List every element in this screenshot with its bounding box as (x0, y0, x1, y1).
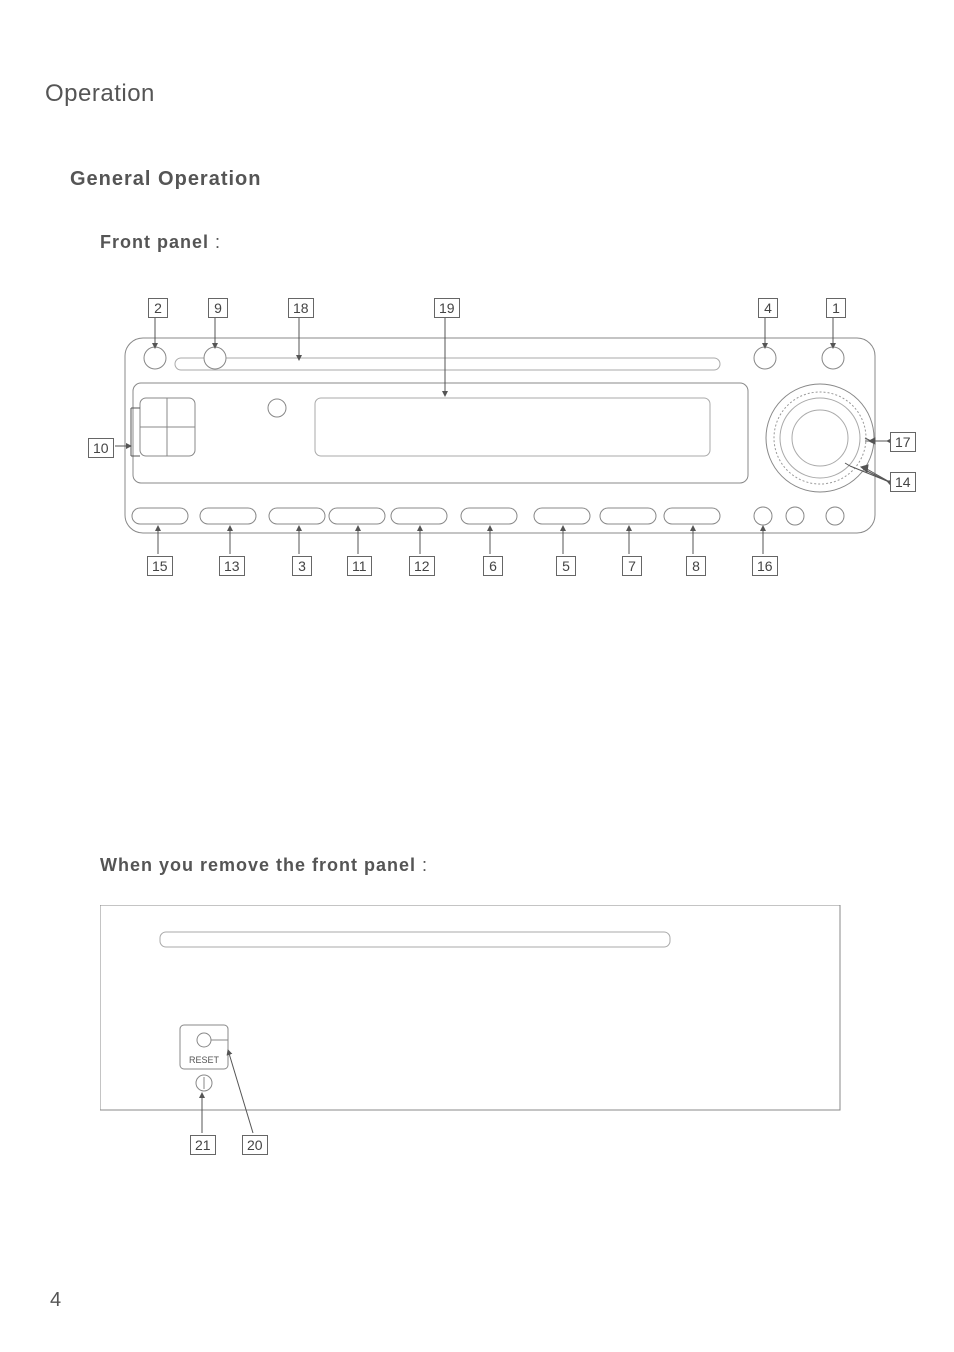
callout-15: 15 (147, 556, 173, 576)
callout-8: 8 (686, 556, 706, 576)
subsection-remove-panel: When you remove the front panel : (100, 855, 428, 876)
front-panel-diagram: 2 9 18 19 4 1 10 17 14 15 13 3 11 12 6 5… (45, 298, 905, 598)
callout-20: 20 (242, 1135, 268, 1155)
callout-9: 9 (208, 298, 228, 318)
callout-18: 18 (288, 298, 314, 318)
callout-13: 13 (219, 556, 245, 576)
callout-16: 16 (752, 556, 778, 576)
front-panel-label: Front panel (100, 232, 209, 252)
section-heading: General Operation (70, 168, 262, 191)
callout-3: 3 (292, 556, 312, 576)
front-panel-svg (45, 298, 905, 598)
callout-5: 5 (556, 556, 576, 576)
rear-panel-diagram: 21 20 RESET (100, 905, 860, 1165)
rear-panel-svg: RESET (100, 905, 860, 1165)
callout-14: 14 (890, 472, 916, 492)
callout-2: 2 (148, 298, 168, 318)
callout-6: 6 (483, 556, 503, 576)
callout-17: 17 (890, 432, 916, 452)
callout-11: 11 (347, 556, 372, 576)
page-number: 4 (50, 1289, 61, 1312)
callout-1: 1 (826, 298, 846, 318)
remove-panel-label: When you remove the front panel (100, 855, 416, 875)
callout-19: 19 (434, 298, 460, 318)
callout-7: 7 (622, 556, 642, 576)
page-title: Operation (45, 80, 155, 108)
reset-label: RESET (189, 1055, 220, 1065)
callout-12: 12 (409, 556, 435, 576)
callout-10: 10 (88, 438, 114, 458)
callout-21: 21 (190, 1135, 216, 1155)
subsection-front-panel: Front panel : (100, 232, 221, 253)
callout-4: 4 (758, 298, 778, 318)
